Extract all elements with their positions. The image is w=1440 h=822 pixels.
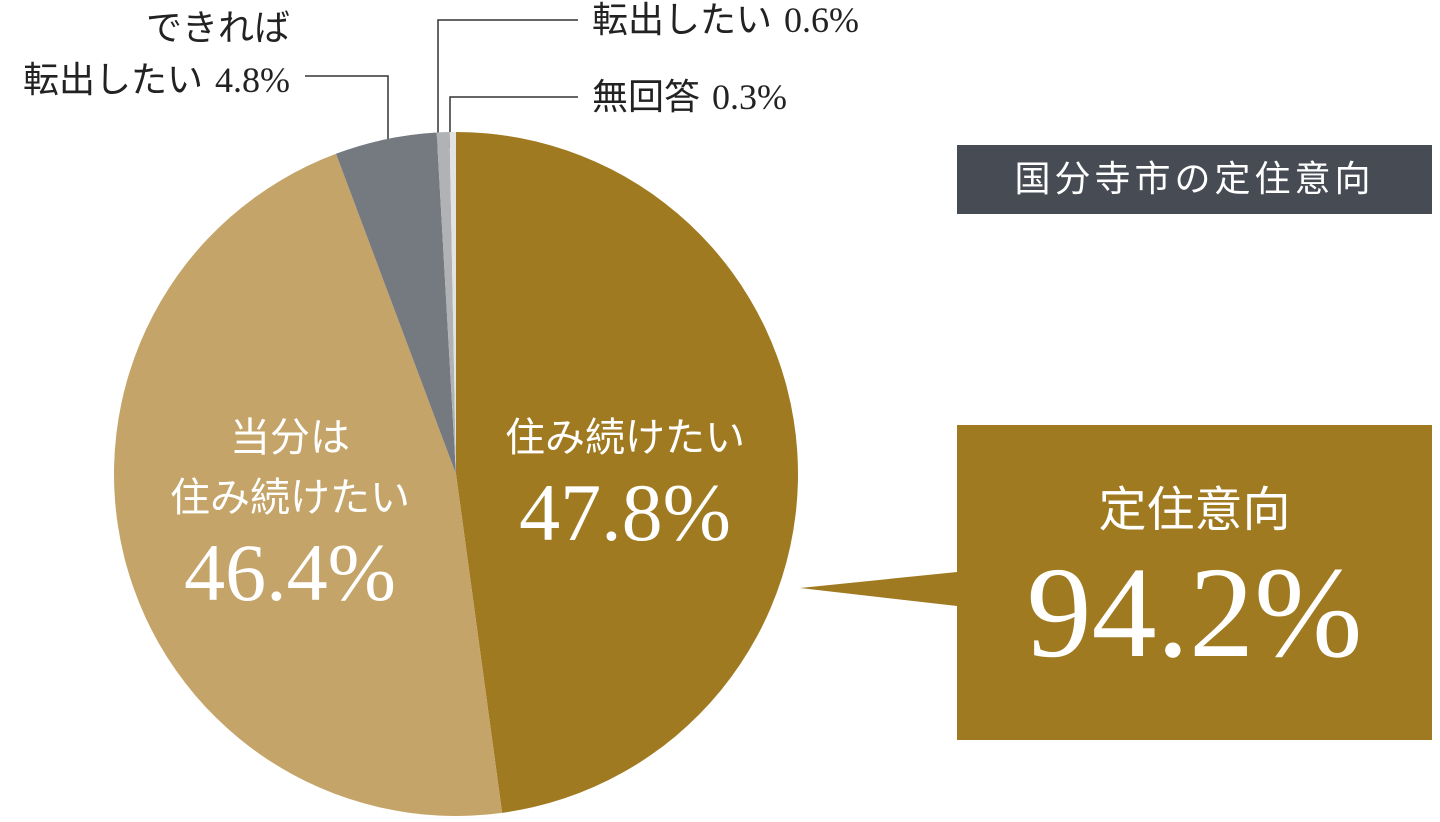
category-label: できれば 転出したい	[22, 8, 290, 101]
pie-slice	[449, 132, 456, 474]
callout-pointer	[800, 572, 957, 606]
slice-label: 当分は 住み続けたい 46.4%	[120, 408, 460, 618]
pie-slice	[336, 132, 456, 474]
value-label: 46.4%	[184, 527, 396, 618]
summary-label: 定住意向	[1098, 484, 1291, 537]
category-label: 住み続けたい	[505, 415, 745, 460]
pie-slice	[436, 132, 456, 474]
slice-label: 住み続けたい 47.8%	[450, 408, 800, 558]
slice-label: できれば 転出したい 4.8%	[23, 2, 290, 106]
chart-title: 国分寺市の定住意向	[1014, 159, 1375, 199]
category-label: 無回答	[592, 77, 701, 117]
leader-line	[437, 19, 578, 148]
title-box	[957, 145, 1432, 214]
category-label: 当分は 住み続けたい	[170, 415, 410, 520]
summary-value-label: 94.2%	[1026, 541, 1363, 685]
pie-slice	[456, 132, 798, 813]
slice-label: 無回答 0.3%	[592, 71, 787, 123]
pie-slice	[114, 153, 503, 817]
slice-label: 転出したい 0.6%	[592, 0, 859, 46]
category-label: 転出したい	[592, 0, 773, 40]
leader-line	[449, 96, 578, 148]
value-label: 0.6%	[784, 0, 860, 40]
summary-box	[957, 425, 1432, 740]
value-label: 4.8%	[215, 60, 290, 101]
value-label: 0.3%	[712, 77, 788, 117]
value-label: 47.8%	[519, 467, 731, 558]
